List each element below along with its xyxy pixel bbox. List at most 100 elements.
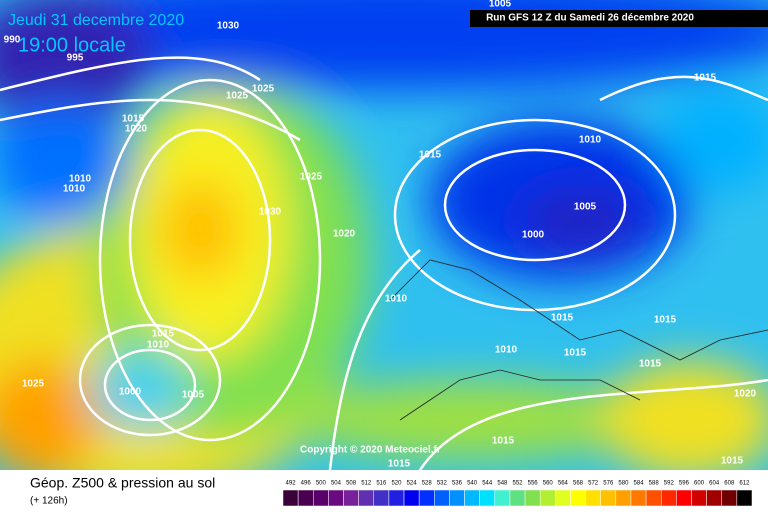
- isobar-label: 1005: [182, 390, 205, 401]
- isobar-label: 1025: [226, 91, 249, 102]
- legend-label: 608: [724, 481, 735, 487]
- isobar-label: 1015: [388, 459, 411, 470]
- legend-swatch: [479, 489, 496, 507]
- legend-label: 500: [316, 481, 327, 487]
- legend-label: 508: [346, 481, 357, 487]
- isobar-label: 1000: [522, 230, 545, 241]
- legend-swatch: [343, 489, 359, 507]
- isobar-label: 1010: [385, 294, 408, 305]
- isobar-label: 990: [4, 35, 21, 46]
- legend-label: 552: [512, 481, 523, 487]
- valid-time: 19:00 locale: [18, 34, 126, 56]
- legend-swatch: [600, 489, 617, 507]
- legend-label: 492: [286, 481, 297, 487]
- legend-label: 504: [331, 481, 342, 487]
- legend-swatch: [570, 489, 586, 507]
- run-info: Run GFS 12 Z du Samedi 26 décembre 2020: [486, 13, 694, 24]
- isobar-label: 1020: [734, 389, 757, 400]
- isobar-label: 1015: [639, 359, 662, 370]
- legend-label: 596: [679, 481, 690, 487]
- isobar-label: 1015: [419, 150, 442, 161]
- isobar-labels: 1005103099510251025101510201010101010151…: [4, 0, 757, 470]
- legend-swatch: [524, 489, 541, 507]
- legend-swatch: [373, 489, 390, 507]
- valid-date: Jeudi 31 decembre 2020: [8, 12, 184, 29]
- isobar-label: 1025: [22, 379, 45, 390]
- legend-label: 600: [694, 481, 705, 487]
- legend-label: 496: [301, 481, 312, 487]
- legend-swatch: [736, 489, 753, 507]
- isobar-label: 1025: [300, 172, 323, 183]
- legend-swatch: [539, 489, 556, 507]
- legend-swatch: [403, 489, 420, 507]
- legend-label: 544: [482, 481, 493, 487]
- legend: 492 496 500 504 508 512 516 520 524 528 532 536 540 5…: [282, 481, 753, 507]
- legend-swatch: [615, 489, 632, 507]
- isobar-label: 995: [67, 53, 84, 64]
- legend-swatch: [297, 489, 314, 507]
- isobar-label: 1010: [69, 174, 92, 185]
- legend-label: 572: [588, 481, 599, 487]
- isobar-label: 1005: [489, 0, 512, 10]
- legend-label: 540: [467, 481, 478, 487]
- legend-swatch: [706, 489, 722, 507]
- isobar-label: 1015: [492, 436, 515, 447]
- legend-label: 576: [603, 481, 614, 487]
- legend-swatch: [464, 489, 480, 507]
- isobars: [0, 56, 768, 471]
- isobar-label: 1030: [259, 207, 282, 218]
- isobar-label: 1015: [551, 313, 574, 324]
- footer-lead: (+ 126h): [30, 496, 68, 507]
- legend-swatch: [630, 489, 647, 507]
- legend-label: 612: [739, 481, 750, 487]
- legend-swatch: [328, 489, 344, 507]
- coastlines: [389, 259, 768, 421]
- legend-label: 512: [361, 481, 372, 487]
- legend-swatch: [691, 489, 707, 507]
- isobar-label: 1010: [579, 135, 602, 146]
- legend-label: 524: [407, 481, 418, 487]
- legend-swatch: [494, 489, 511, 507]
- legend-label: 580: [618, 481, 629, 487]
- legend-label: 556: [528, 481, 539, 487]
- legend-swatch: [434, 489, 450, 507]
- legend-label: 548: [497, 481, 508, 487]
- legend-swatch: [721, 489, 738, 507]
- legend-swatch: [509, 489, 526, 507]
- legend-label: 568: [573, 481, 584, 487]
- isobar-label: 1015: [654, 315, 677, 326]
- legend-label: 604: [709, 481, 720, 487]
- legend-swatch: [418, 489, 435, 507]
- isobar-label: 1015: [122, 114, 145, 125]
- legend-label: 528: [422, 481, 433, 487]
- isobar-label: 1010: [63, 184, 86, 195]
- isobar-label: 1025: [252, 84, 275, 95]
- legend-label: 536: [452, 481, 463, 487]
- isobar-label: 1000: [119, 387, 142, 398]
- legend-swatch: [676, 489, 692, 507]
- legend-label: 532: [437, 481, 448, 487]
- legend-swatch: [585, 489, 601, 507]
- isobar-label: 1030: [217, 21, 240, 32]
- legend-swatch: [660, 489, 677, 507]
- legend-swatch: [313, 489, 329, 507]
- isobar-label: 1010: [147, 340, 170, 351]
- isobar-label: 1020: [333, 229, 356, 240]
- legend-swatch: [555, 489, 571, 507]
- run-box: [470, 10, 768, 27]
- legend-label: 520: [391, 481, 402, 487]
- legend-swatch: [449, 489, 465, 507]
- isobar-label: 1020: [125, 124, 148, 135]
- isobar-label: 1010: [495, 345, 518, 356]
- legend-label: 564: [558, 481, 569, 487]
- isobar-label: 1015: [721, 456, 744, 467]
- legend-label: 560: [543, 481, 554, 487]
- legend-label: 584: [634, 481, 645, 487]
- isobar-label: 1015: [694, 73, 717, 84]
- copyright: Copyright © 2020 Meteociel.fr: [300, 445, 441, 456]
- legend-swatch: [282, 489, 299, 507]
- footer-title: Géop. Z500 & pression au sol: [30, 475, 215, 491]
- legend-label: 592: [664, 481, 675, 487]
